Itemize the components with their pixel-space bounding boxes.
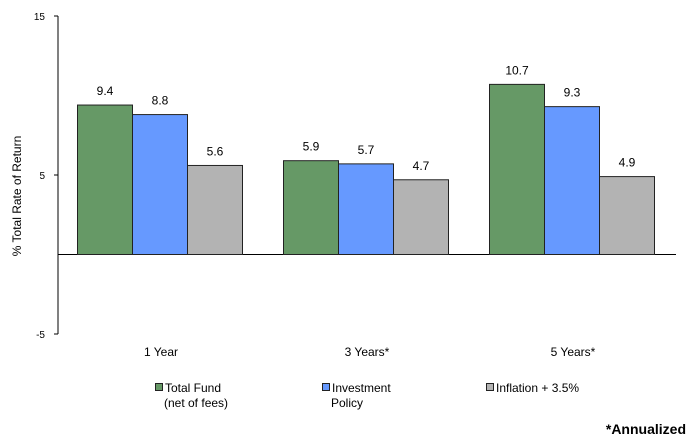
bar — [393, 179, 449, 256]
data-label: 10.7 — [505, 63, 529, 77]
legend-item-inflation: Inflation + 3.5% — [486, 381, 579, 396]
bar — [489, 83, 545, 256]
x-category-label: 5 Years* — [551, 345, 596, 359]
legend-label-line2: (net of fees) — [164, 396, 229, 410]
y-tick-label: 5 — [39, 171, 45, 182]
bar — [283, 160, 339, 255]
legend-swatch-inflation — [486, 383, 494, 391]
data-label: 4.7 — [413, 159, 430, 173]
plot-area: 15 5 -5 9.4 8.8 5.6 1 Year 5.9 5.7 4.7 3 Years* 10.… — [34, 12, 676, 359]
data-label: 9.3 — [564, 86, 581, 100]
footnote: *Annualized — [605, 421, 686, 437]
data-label: 8.8 — [152, 94, 169, 108]
legend-swatch-total-fund — [155, 383, 163, 391]
y-tick-label: -5 — [36, 330, 45, 341]
legend-label: Total Fund — [165, 381, 222, 395]
bar — [132, 114, 188, 255]
data-label: 4.9 — [619, 156, 636, 170]
legend-label: Investment — [332, 381, 391, 395]
bar — [544, 106, 600, 255]
legend-swatch-investment-policy — [322, 383, 330, 391]
bar — [77, 104, 133, 256]
legend-item-total-fund: Total Fund (net of fees) — [155, 381, 228, 411]
data-label: 5.9 — [303, 140, 320, 154]
x-category-label: 3 Years* — [345, 345, 390, 359]
bar — [187, 164, 243, 256]
y-tick-label: 15 — [34, 12, 46, 23]
data-label: 5.6 — [207, 144, 224, 158]
bar — [599, 176, 655, 255]
bar — [338, 163, 394, 255]
legend-item-investment-policy: Investment Policy — [322, 381, 391, 411]
y-axis-label: % Total Rate of Return — [10, 136, 24, 257]
x-category-label: 1 Year — [144, 345, 178, 359]
data-label: 9.4 — [97, 84, 114, 98]
legend-label: Inflation + 3.5% — [496, 381, 580, 395]
data-label: 5.7 — [358, 143, 375, 157]
legend-label-line2: Policy — [331, 396, 364, 410]
